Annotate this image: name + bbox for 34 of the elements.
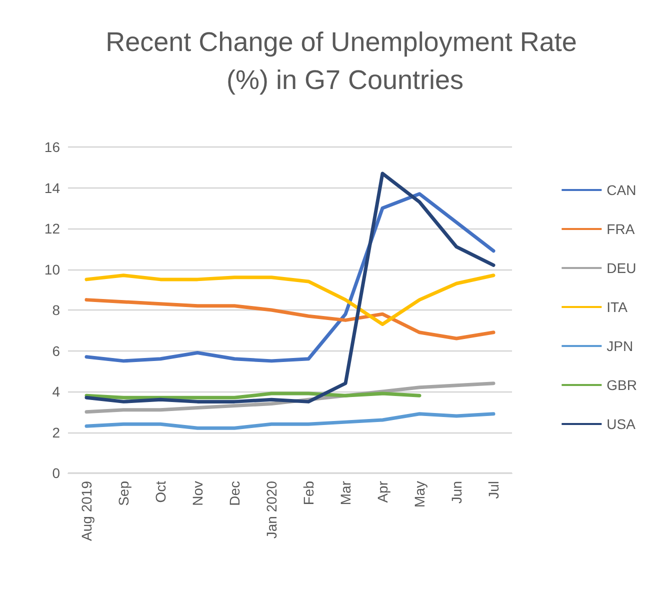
line-series — [84, 172, 496, 404]
x-tick-label: Feb — [300, 480, 316, 506]
y-tick-label: 12 — [44, 220, 60, 236]
y-tick-label: 2 — [52, 424, 60, 440]
y-tick-label: 14 — [44, 180, 60, 196]
line-series — [84, 192, 496, 363]
x-tick-label: Dec — [226, 481, 242, 506]
x-tick-label: May — [412, 481, 428, 508]
x-tick-label: Jun — [448, 481, 464, 504]
legend-label: DEU — [606, 260, 636, 276]
x-tick-label: Jul — [486, 481, 502, 499]
legend-label: USA — [606, 416, 636, 432]
legend-label: ITA — [606, 299, 628, 315]
line-series — [84, 412, 496, 430]
legend-label: JPN — [606, 338, 634, 354]
legend-label: GBR — [606, 377, 638, 393]
x-tick-label: Aug 2019 — [78, 480, 94, 541]
line-series — [84, 298, 496, 340]
x-tick-label: Sep — [116, 480, 132, 506]
y-tick-label: 16 — [44, 139, 60, 155]
x-tick-label: Jan 2020 — [264, 480, 280, 539]
line-series — [84, 274, 496, 326]
chart-title: Recent Change of Unemployment Rate (%) in G7 Countries — [106, 27, 584, 95]
y-tick-label: 6 — [52, 342, 60, 359]
x-tick-label: Oct — [152, 480, 168, 503]
y-tick-label: 8 — [52, 302, 60, 318]
legend-label: CAN — [606, 182, 636, 198]
x-tick-label: Mar — [338, 480, 354, 506]
x-tick-label: Apr — [374, 480, 390, 503]
x-tick-label: Nov — [190, 481, 206, 506]
y-tick-label: 0 — [52, 465, 60, 481]
legend-label: FRA — [606, 221, 636, 237]
y-tick-label: 10 — [44, 261, 60, 278]
y-tick-label: 4 — [52, 384, 60, 400]
